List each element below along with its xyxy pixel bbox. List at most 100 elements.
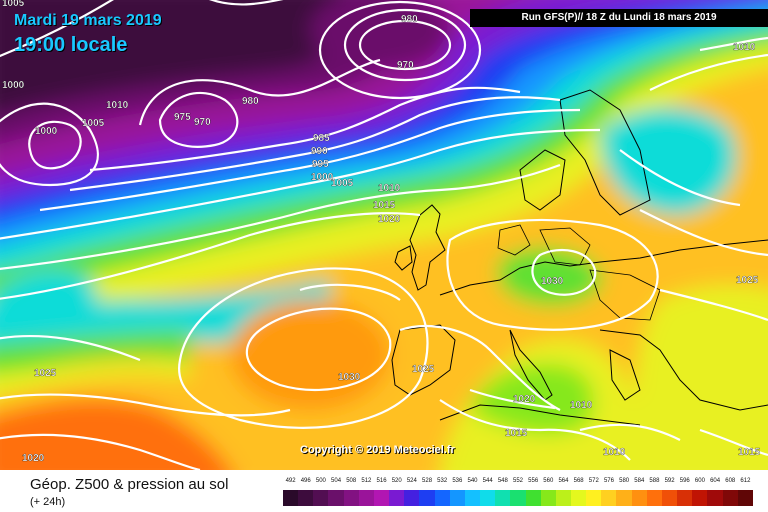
legend-swatch (449, 490, 465, 506)
isobar-label: 980 (242, 96, 259, 107)
legend-label: 548 (497, 478, 508, 484)
legend-swatch (313, 490, 329, 506)
legend-label: 532 (437, 478, 448, 484)
legend-label: 528 (422, 478, 433, 484)
map-land-outlines (391, 89, 768, 426)
isobar-label: 1000 (35, 126, 58, 137)
map-title: Géop. Z500 & pression au sol (30, 476, 229, 493)
legend-swatch (404, 490, 420, 506)
legend-swatch (631, 490, 647, 506)
legend-swatch (525, 490, 541, 506)
isobar-label: 1000 (311, 172, 334, 183)
legend-label: 596 (679, 478, 690, 484)
isobar-label: 1030 (338, 372, 361, 383)
isobar-label: 1000 (2, 80, 25, 91)
legend-label: 512 (361, 478, 372, 484)
isobar-labels: 1005 1000 1000 1010 1005 975 970 980 985… (2, 0, 761, 464)
isobar-label: 1010 (106, 100, 129, 111)
isobar-label: 1025 (412, 364, 435, 375)
legend-label: 608 (725, 478, 736, 484)
legend-label: 564 (558, 478, 569, 484)
legend-swatch (707, 490, 723, 506)
legend-label: 500 (315, 478, 326, 484)
legend-label: 508 (346, 478, 357, 484)
legend-swatch (540, 490, 556, 506)
legend-label: 572 (588, 478, 599, 484)
isobar-label: 980 (401, 14, 418, 25)
legend-swatch (722, 490, 738, 506)
legend-swatch (283, 490, 299, 506)
legend-label: 600 (694, 478, 705, 484)
isobar-label: 1005 (82, 118, 105, 129)
isobar-label: 1015 (373, 200, 396, 211)
map-subtitle: (+ 24h) (30, 496, 66, 508)
legend-swatch (298, 490, 314, 506)
legend-label: 584 (634, 478, 645, 484)
legend-label: 516 (376, 478, 387, 484)
isobar-label: 1005 (2, 0, 25, 9)
isobar-label: 1015 (505, 428, 528, 439)
legend-swatch (601, 490, 617, 506)
legend-label: 568 (573, 478, 584, 484)
legend-label: 576 (603, 478, 614, 484)
legend-label: 612 (740, 478, 751, 484)
legend-label: 544 (482, 478, 493, 484)
isobar-label: 1020 (22, 453, 45, 464)
isobar-label: 1025 (34, 368, 57, 379)
legend-label: 556 (528, 478, 539, 484)
isobar-label: 1020 (513, 394, 536, 405)
isobar-label: 1030 (541, 276, 564, 287)
legend-label: 552 (512, 478, 523, 484)
isobar-label: 1020 (378, 214, 401, 225)
isobar-label: 1010 (733, 42, 756, 53)
isobars (0, 0, 768, 470)
isobar-label: 985 (313, 133, 330, 144)
isobar-label: 975 (174, 112, 191, 123)
legend-swatch (480, 490, 496, 506)
legend-label: 520 (391, 478, 402, 484)
isobar-label: 1025 (736, 275, 759, 286)
legend-swatch (328, 490, 344, 506)
legend-label: 592 (664, 478, 675, 484)
legend-label: 504 (331, 478, 342, 484)
legend-label: 604 (710, 478, 721, 484)
legend-label: 524 (406, 478, 417, 484)
isobar-label: 990 (311, 146, 328, 157)
legend-swatch (555, 490, 571, 506)
isobar-label: 1015 (738, 447, 761, 458)
legend-swatch (495, 490, 511, 506)
forecast-map: 1005 1000 1000 1010 1005 975 970 980 985… (0, 0, 768, 470)
legend-swatch (434, 490, 450, 506)
legend-swatch (419, 490, 435, 506)
color-legend: 492 496 500 504 508 512 516 520 524 528 532 536 540 5… (283, 478, 753, 506)
legend-swatch (692, 490, 708, 506)
copyright-text: Copyright © 2019 Meteociel.fr (300, 444, 455, 456)
legend-footer: Géop. Z500 & pression au sol (+ 24h) 492… (0, 470, 768, 512)
forecast-time: 19:00 locale (14, 34, 128, 56)
legend-bar (283, 490, 753, 506)
legend-swatch (358, 490, 374, 506)
legend-labels: 492 496 500 504 508 512 516 520 524 528 532 536 540 5… (283, 478, 753, 488)
legend-swatch (570, 490, 587, 506)
legend-label: 492 (285, 478, 296, 484)
isobar-label: 1010 (570, 400, 593, 411)
legend-label: 496 (300, 478, 311, 484)
legend-swatch (737, 490, 753, 506)
legend-swatch (586, 490, 602, 506)
isobar-label: 970 (194, 117, 211, 128)
isobar-label: 995 (312, 159, 329, 170)
isobar-label: 1005 (331, 178, 354, 189)
legend-label: 536 (452, 478, 463, 484)
legend-label: 580 (619, 478, 630, 484)
legend-swatch (616, 490, 632, 506)
legend-swatch (677, 490, 693, 506)
legend-swatch (389, 490, 405, 506)
legend-swatch (646, 490, 662, 506)
isobar-label: 1010 (603, 447, 626, 458)
isobar-label: 1010 (378, 183, 401, 194)
run-info: Run GFS(P)// 18 Z du Lundi 18 mars 2019 (470, 9, 768, 27)
legend-swatch (373, 490, 390, 506)
legend-label: 588 (649, 478, 660, 484)
legend-swatch (661, 490, 678, 506)
legend-label: 540 (467, 478, 478, 484)
